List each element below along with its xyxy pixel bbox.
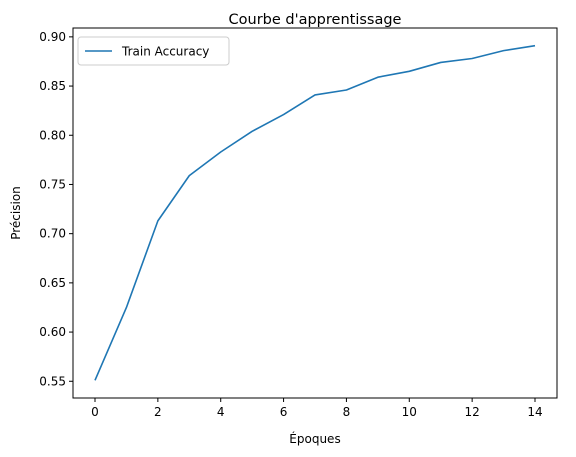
x-axis-ticks: 0 2 4 6 8 10 12 14: [91, 398, 542, 419]
x-tick-label: 4: [217, 405, 225, 419]
x-tick-label: 6: [280, 405, 288, 419]
x-tick-label: 2: [154, 405, 162, 419]
y-tick-label: 0.75: [39, 177, 66, 191]
legend: Train Accuracy: [78, 37, 229, 65]
series-line-train-accuracy: [95, 46, 535, 381]
y-tick-label: 0.70: [39, 227, 66, 241]
y-tick-label: 0.55: [39, 374, 66, 388]
series-group: [95, 46, 535, 381]
x-tick-label: 8: [343, 405, 351, 419]
x-axis-label: Époques: [289, 431, 340, 446]
y-tick-label: 0.65: [39, 276, 66, 290]
x-tick-label: 10: [402, 405, 417, 419]
y-tick-label: 0.90: [39, 30, 66, 44]
x-tick-label: 14: [527, 405, 542, 419]
y-tick-label: 0.85: [39, 79, 66, 93]
y-tick-label: 0.80: [39, 128, 66, 142]
y-axis-label: Précision: [9, 186, 23, 240]
y-tick-label: 0.60: [39, 325, 66, 339]
chart-title: Courbe d'apprentissage: [229, 12, 402, 28]
x-tick-label: 12: [465, 405, 480, 419]
plot-frame: [73, 28, 557, 398]
legend-label: Train Accuracy: [121, 45, 209, 59]
x-tick-label: 0: [91, 405, 99, 419]
y-axis-ticks: 0.55 0.60 0.65 0.70 0.75 0.80 0.85 0.90: [39, 30, 73, 388]
